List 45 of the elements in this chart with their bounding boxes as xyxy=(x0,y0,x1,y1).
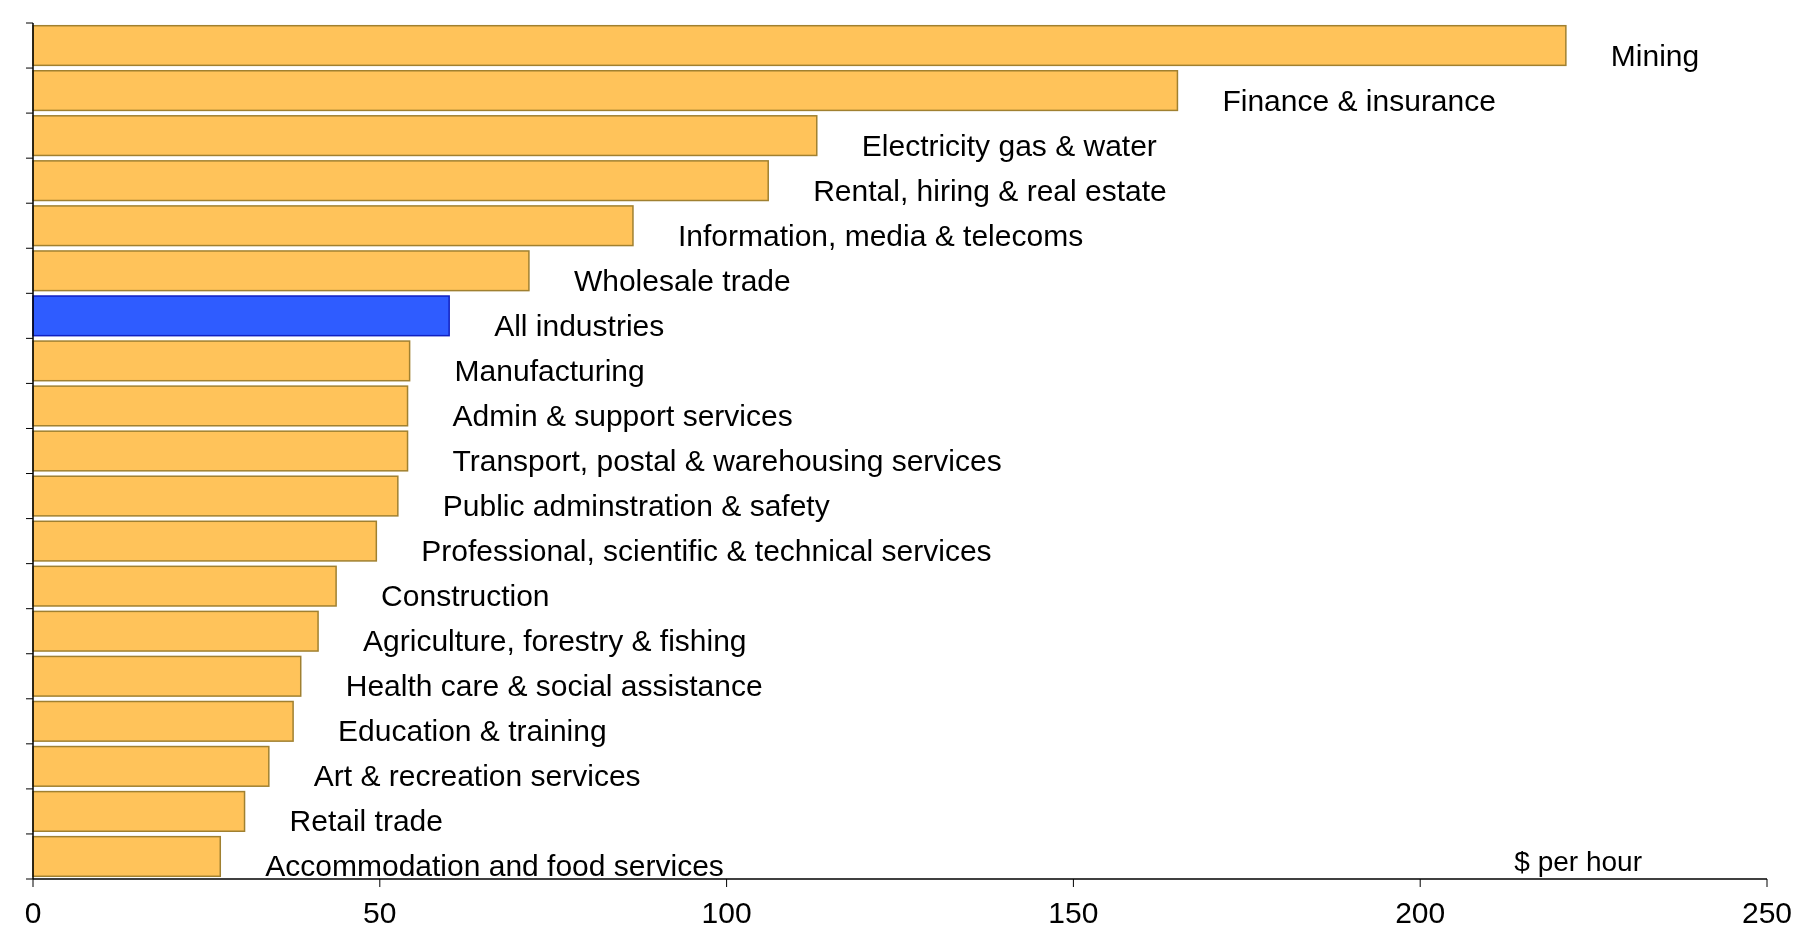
y-tick-label: Admin & support services xyxy=(452,398,793,432)
bar xyxy=(32,520,378,562)
y-tick-label: Transport, postal & warehousing services xyxy=(452,444,1002,477)
y-tick-label: Information, media & telecoms xyxy=(677,218,1084,252)
y-tick-label: Electricity gas & water xyxy=(861,128,1157,162)
x-tick-label: 250 xyxy=(1741,896,1793,929)
y-tick-label: Finance & insurance xyxy=(1222,83,1496,117)
bar xyxy=(32,610,319,652)
x-tick-label: 0 xyxy=(24,896,42,929)
bar xyxy=(32,790,246,832)
y-tick-label: Retail trade xyxy=(289,804,443,838)
y-tick-label: Rental, hiring & real estate xyxy=(813,173,1167,207)
y-tick-label: Public adminstration & safety xyxy=(442,489,830,523)
bar xyxy=(32,340,411,382)
y-tick-label: Agriculture, forestry & fishing xyxy=(363,624,747,658)
x-axis-title: $ per hour xyxy=(1514,846,1642,877)
y-tick-label: Accommodation and food services xyxy=(265,849,724,883)
bar xyxy=(32,295,450,337)
bar xyxy=(32,250,530,292)
x-tick-label: 150 xyxy=(1048,896,1099,929)
bar xyxy=(32,430,409,472)
bar xyxy=(32,160,769,202)
x-tick-label: 200 xyxy=(1395,896,1446,929)
y-tick-label: Professional, scientific & technical services xyxy=(421,534,992,568)
bar xyxy=(32,700,294,742)
bar xyxy=(32,655,302,697)
bar xyxy=(32,745,270,787)
bar xyxy=(32,385,409,427)
bar xyxy=(32,70,1179,112)
bar xyxy=(32,835,222,878)
y-tick-label: Construction xyxy=(381,579,550,613)
bar xyxy=(32,205,634,247)
y-tick-label: All industries xyxy=(494,308,665,342)
bar xyxy=(32,24,1567,67)
bar xyxy=(32,565,337,607)
x-tick-label: 50 xyxy=(363,896,397,929)
bar xyxy=(32,115,818,157)
y-tick-label: Wholesale trade xyxy=(573,263,791,297)
y-tick-label: Education & training xyxy=(338,714,607,748)
y-tick-label: Art & recreation services xyxy=(313,759,641,793)
y-tick-label: Health care & social assistance xyxy=(345,669,763,703)
y-tick-label: Mining xyxy=(1610,38,1700,72)
bar xyxy=(32,475,399,517)
y-tick-label: Manufacturing xyxy=(454,353,645,387)
x-tick-label: 100 xyxy=(701,896,752,929)
